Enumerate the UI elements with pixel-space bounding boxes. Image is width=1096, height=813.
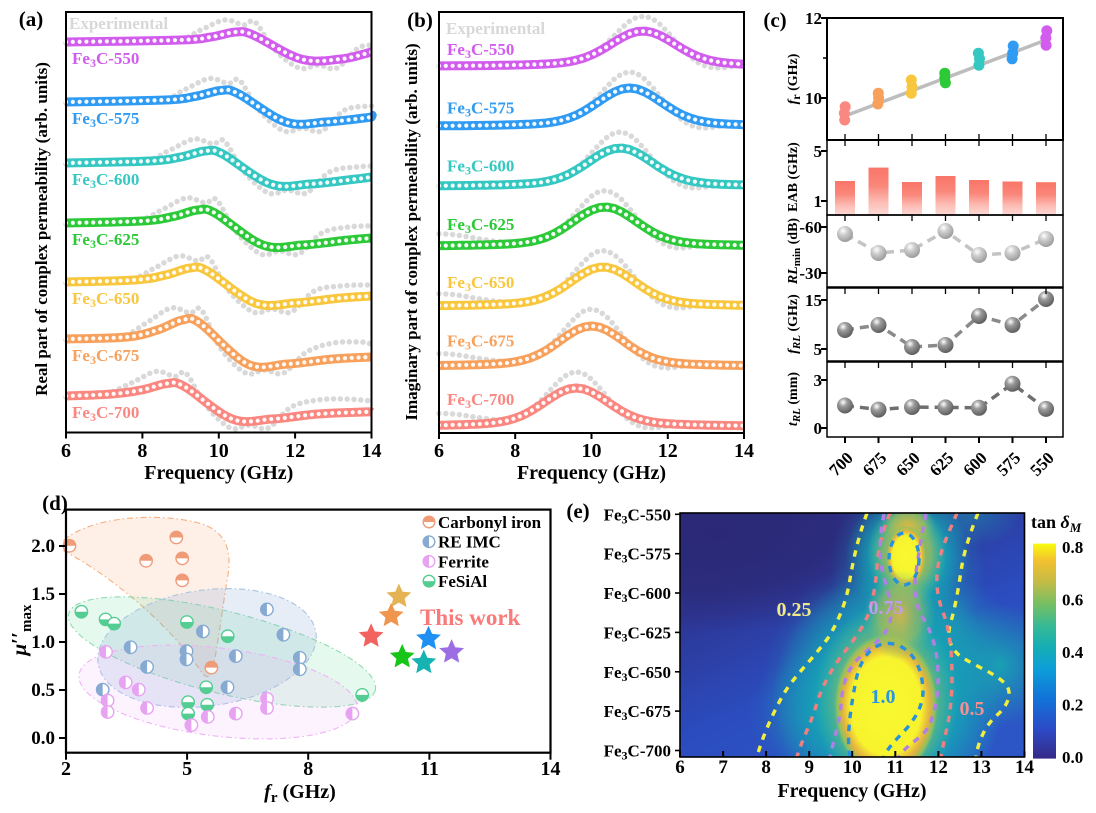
svg-text:Fe3C-675: Fe3C-675	[604, 702, 671, 723]
svg-text:FeSiAl: FeSiAl	[438, 572, 487, 591]
svg-text:12: 12	[658, 440, 678, 462]
svg-text:Fe3C-575: Fe3C-575	[447, 98, 514, 119]
svg-text:5: 5	[814, 142, 823, 161]
svg-text:Experimental: Experimental	[69, 14, 168, 33]
svg-text:3: 3	[814, 371, 823, 390]
svg-text:2: 2	[61, 758, 71, 780]
svg-text:0.0: 0.0	[1062, 748, 1083, 767]
svg-text:5: 5	[182, 758, 192, 780]
svg-text:12: 12	[929, 757, 948, 778]
svg-text:0.0: 0.0	[31, 728, 55, 749]
svg-text:Fe3C-700: Fe3C-700	[604, 742, 671, 763]
svg-text:RE IMC: RE IMC	[438, 533, 501, 552]
svg-text:0.4: 0.4	[1062, 643, 1084, 662]
svg-text:Fe3C-550: Fe3C-550	[604, 505, 671, 526]
svg-text:15: 15	[805, 291, 822, 310]
svg-text:-60: -60	[799, 218, 822, 237]
svg-text:Frequency (GHz): Frequency (GHz)	[517, 462, 666, 484]
svg-text:EAB (GHz): EAB (GHz)	[786, 142, 801, 212]
svg-text:(a): (a)	[19, 7, 44, 31]
svg-text:14: 14	[1015, 757, 1035, 778]
svg-text:10: 10	[209, 440, 229, 462]
svg-text:0.25: 0.25	[777, 599, 812, 621]
svg-text:Fe3C-625: Fe3C-625	[72, 230, 139, 251]
svg-text:2.0: 2.0	[31, 536, 55, 557]
svg-text:Fe3C-625: Fe3C-625	[604, 623, 671, 644]
svg-text:Fe3C-650: Fe3C-650	[72, 289, 139, 310]
svg-text:fr (GHz): fr (GHz)	[264, 781, 336, 806]
svg-text:tRL (mm): tRL (mm)	[786, 372, 803, 426]
svg-text:7: 7	[718, 757, 728, 778]
svg-text:Fe3C-675: Fe3C-675	[72, 346, 139, 367]
svg-text:fr (GHz): fr (GHz)	[786, 53, 803, 104]
svg-text:6: 6	[61, 440, 71, 462]
svg-text:1.0: 1.0	[871, 686, 896, 708]
svg-text:RLmin (dB): RLmin (dB)	[786, 218, 803, 286]
svg-text:8: 8	[510, 440, 520, 462]
svg-text:Fe3C-600: Fe3C-600	[604, 584, 671, 605]
svg-text:0.6: 0.6	[1062, 591, 1083, 610]
svg-text:12: 12	[805, 9, 822, 28]
svg-text:9: 9	[804, 757, 814, 778]
svg-text:1.5: 1.5	[31, 584, 55, 605]
svg-text:1: 1	[814, 192, 823, 211]
svg-text:0.75: 0.75	[869, 597, 904, 619]
svg-text:Fe3C-700: Fe3C-700	[447, 390, 514, 411]
svg-text:(b): (b)	[407, 8, 433, 32]
svg-text:5: 5	[814, 340, 823, 359]
svg-text:6: 6	[434, 440, 444, 462]
svg-text:Fe3C-600: Fe3C-600	[72, 170, 139, 191]
svg-text:(e): (e)	[566, 499, 589, 523]
svg-text:10: 10	[843, 757, 862, 778]
svg-text:Fe3C-550: Fe3C-550	[72, 49, 139, 70]
svg-text:Frequency (GHz): Frequency (GHz)	[144, 462, 293, 484]
svg-text:Imaginary part of complex perm: Imaginary part of complex permeability (…	[402, 43, 421, 420]
svg-text:0.5: 0.5	[960, 698, 985, 720]
svg-text:Fe3C-550: Fe3C-550	[447, 40, 514, 61]
svg-text:This work: This work	[420, 605, 521, 630]
svg-text:12: 12	[285, 440, 305, 462]
svg-text:0.8: 0.8	[1062, 538, 1083, 557]
svg-text:10: 10	[805, 89, 822, 108]
svg-text:0: 0	[814, 419, 823, 438]
svg-text:Real part of complex permeabil: Real part of complex permeability (arb. …	[32, 62, 51, 396]
svg-text:11: 11	[420, 758, 439, 780]
svg-text:8: 8	[137, 440, 147, 462]
svg-text:Fe3C-575: Fe3C-575	[72, 109, 139, 130]
svg-text:14: 14	[362, 440, 382, 462]
svg-text:11: 11	[886, 757, 904, 778]
svg-text:Ferrite: Ferrite	[438, 552, 489, 571]
svg-text:(d): (d)	[42, 491, 68, 515]
svg-text:Experimental: Experimental	[446, 19, 545, 38]
svg-text:10: 10	[582, 440, 602, 462]
svg-text:6: 6	[675, 757, 685, 778]
svg-text:Fe3C-700: Fe3C-700	[72, 403, 139, 424]
svg-text:0.5: 0.5	[31, 680, 55, 701]
svg-text:14: 14	[541, 758, 561, 780]
svg-text:8: 8	[303, 758, 313, 780]
svg-text:Fe3C-575: Fe3C-575	[604, 545, 671, 566]
svg-text:Fe3C-650: Fe3C-650	[604, 663, 671, 684]
svg-text:-30: -30	[799, 264, 822, 283]
svg-text:0.2: 0.2	[1062, 696, 1083, 715]
svg-text:14: 14	[734, 440, 754, 462]
svg-text:13: 13	[972, 757, 991, 778]
svg-text:1.0: 1.0	[31, 632, 55, 653]
svg-text:Frequency (GHz): Frequency (GHz)	[777, 780, 926, 802]
svg-text:Carbonyl iron: Carbonyl iron	[438, 513, 542, 532]
svg-text:Fe3C-600: Fe3C-600	[447, 157, 514, 178]
svg-text:fRL (GHz): fRL (GHz)	[786, 294, 803, 354]
svg-text:Fe3C-675: Fe3C-675	[447, 332, 514, 353]
svg-text:Fe3C-625: Fe3C-625	[447, 215, 514, 236]
svg-text:8: 8	[761, 757, 771, 778]
svg-text:tan δM: tan δM	[1031, 512, 1082, 535]
svg-text:(c): (c)	[763, 8, 786, 32]
svg-text:Fe3C-650: Fe3C-650	[447, 273, 514, 294]
